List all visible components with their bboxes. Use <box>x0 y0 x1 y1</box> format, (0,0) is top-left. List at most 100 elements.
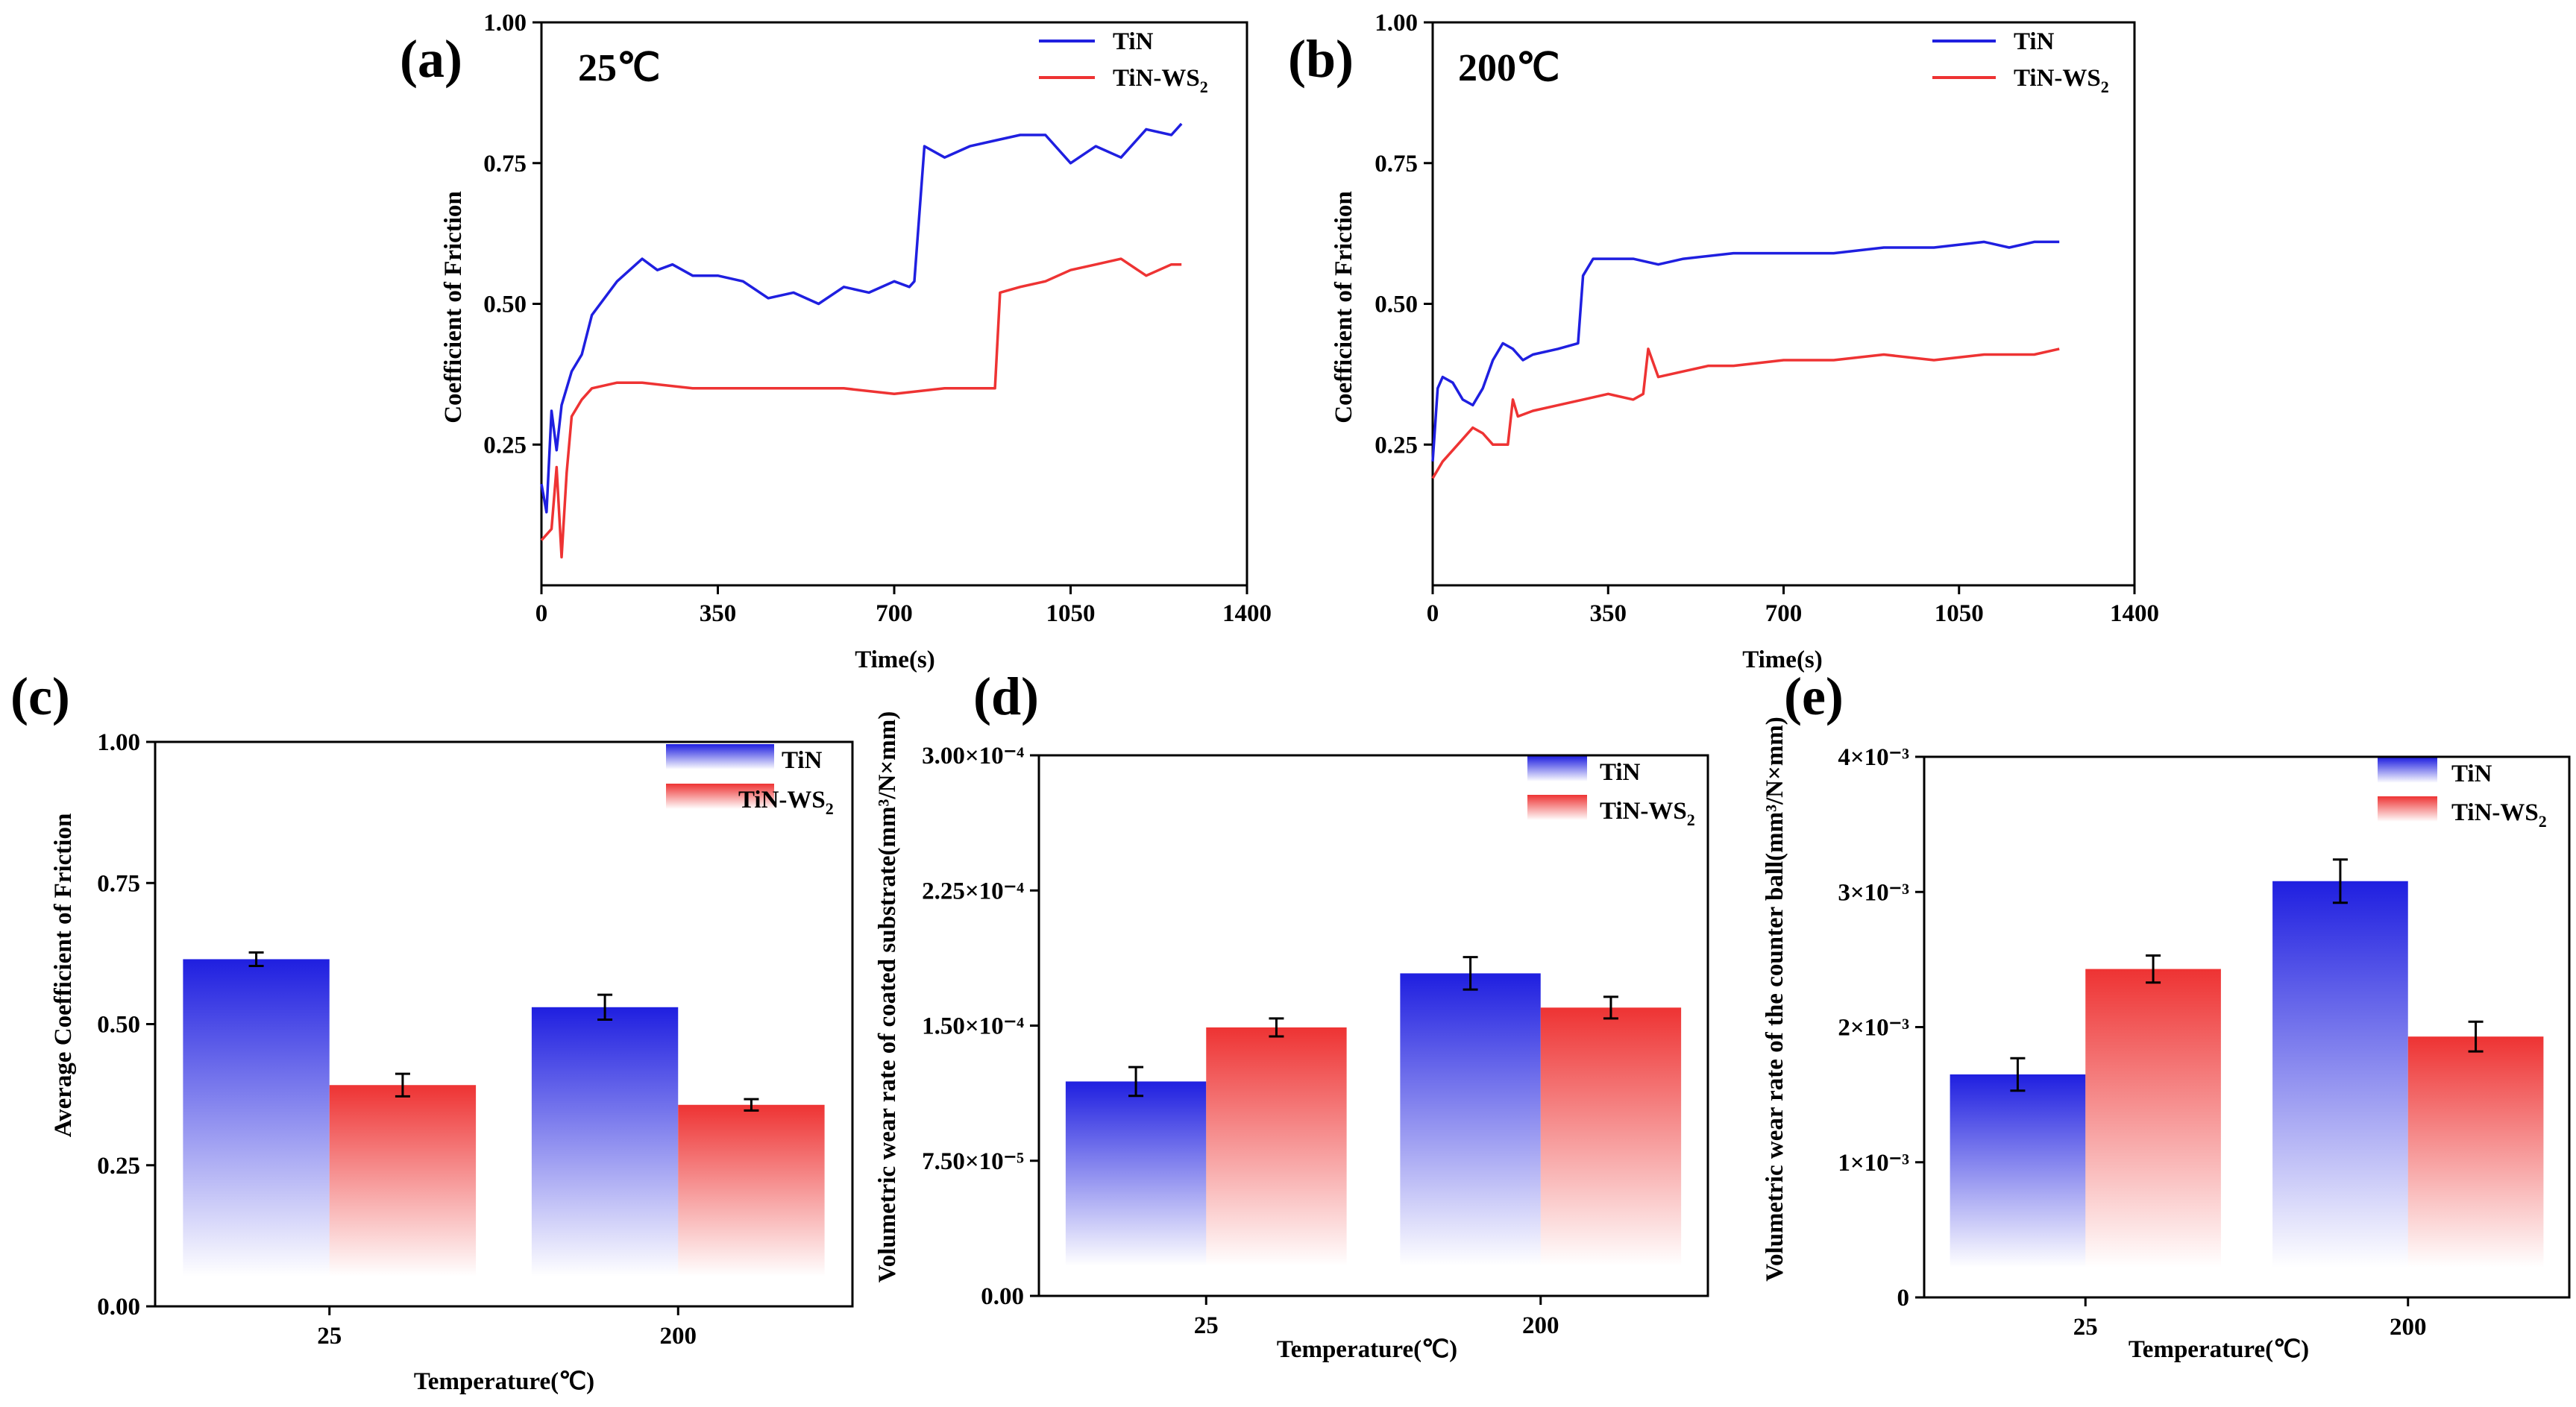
legend-swatch-tinws2 <box>666 784 774 809</box>
y-tick-label: 0 <box>1897 1285 1910 1312</box>
y-tick-label: 0.00 <box>97 1294 140 1321</box>
chart-c: (c) Temperature(℃) Average Coefficient o… <box>10 667 854 1395</box>
y-tick-label: 2×10⁻³ <box>1838 1015 1909 1042</box>
x-tick-label: 0 <box>535 600 548 627</box>
legend-label-tin: TiN <box>1600 759 1641 786</box>
y-tick-label: 3×10⁻³ <box>1838 879 1909 906</box>
legend-label-tinws2: TiN-WS2 <box>1600 798 1695 829</box>
x-axis-title-c: Temperature(℃) <box>414 1368 594 1395</box>
legend-swatch-tin <box>2378 758 2437 783</box>
y-tick-label: 0.75 <box>483 151 527 177</box>
bar-tinws2 <box>329 1085 477 1277</box>
y-axis-title-a: Coefficient of Friction <box>440 191 467 424</box>
temperature-annotation-a: 25℃ <box>578 47 660 89</box>
x-tick-label: 200 <box>2390 1314 2427 1341</box>
legend-label-tinws2: TiN-WS2 <box>738 787 834 818</box>
legend-c: TiN TiN-WS2 <box>666 744 834 818</box>
y-tick-label: 2.25×10⁻⁴ <box>922 878 1024 904</box>
y-tick-label: 0.50 <box>1375 292 1418 318</box>
x-tick-label: 1400 <box>1222 600 1272 627</box>
y-tick-label: 0.50 <box>483 292 527 318</box>
legend-swatch-tinws2 <box>1527 795 1587 820</box>
x-axis-title-d: Temperature(℃) <box>1277 1336 1457 1363</box>
bar-tinws2 <box>2407 1036 2544 1268</box>
bar-tin <box>1400 973 1541 1266</box>
y-tick-label: 0.25 <box>1375 432 1418 459</box>
bar-tinws2 <box>678 1104 825 1277</box>
plot-frame <box>1431 21 2136 587</box>
series-line-tin <box>1431 240 2060 462</box>
panel-label-b: (b) <box>1288 29 1354 89</box>
y-tick-label: 0.75 <box>97 870 140 897</box>
chart-d: (d) Temperature(℃) Volumetric wear rate … <box>874 667 1709 1363</box>
y-axis-title-c: Average Coefficient of Friction <box>50 813 77 1138</box>
legend-label-tinws2: TiN-WS2 <box>1113 65 1208 96</box>
y-axis-title-d: Volumetric wear rate of coated substrate… <box>874 711 901 1282</box>
panel-label-d: (d) <box>973 667 1039 726</box>
bar-tinws2 <box>1206 1027 1347 1266</box>
series-line-tin <box>540 122 1183 514</box>
legend-label-tin: TiN <box>1113 28 1154 55</box>
series-line-tinws2 <box>1431 347 2060 479</box>
series-line-tinws2 <box>540 257 1182 559</box>
x-tick-label: 25 <box>317 1323 342 1350</box>
panel-label-a: (a) <box>400 29 462 89</box>
x-tick-label: 1050 <box>1046 600 1096 627</box>
bar-tin <box>1950 1074 2086 1268</box>
plot-frame <box>540 21 1248 587</box>
panel-label-c: (c) <box>10 667 70 726</box>
x-tick-label: 700 <box>876 600 913 627</box>
chart-b: (b) 200℃ Time(s) Coefficient of Friction… <box>1288 10 2159 673</box>
x-tick-label: 350 <box>700 600 737 627</box>
y-tick-label: 4×10⁻³ <box>1838 744 1909 771</box>
legend-d: TiN TiN-WS2 <box>1527 756 1695 829</box>
x-tick-label: 1400 <box>2110 600 2159 627</box>
y-tick-label: 0.00 <box>981 1283 1024 1310</box>
x-tick-label: 200 <box>1522 1312 1559 1339</box>
y-tick-label: 0.50 <box>97 1012 140 1039</box>
x-axis-title-a: Time(s) <box>855 646 935 673</box>
bar-tinws2 <box>2085 969 2221 1268</box>
y-tick-label: 3.00×10⁻⁴ <box>922 743 1024 769</box>
bar-tinws2 <box>1540 1007 1682 1266</box>
y-tick-label: 0.25 <box>483 432 527 459</box>
legend-label-tin: TiN <box>2014 28 2055 55</box>
bar-tin <box>1065 1081 1207 1266</box>
x-tick-label: 1050 <box>1935 600 1984 627</box>
legend-swatch-tinws2 <box>2378 796 2437 822</box>
legend-label-tinws2: TiN-WS2 <box>2014 65 2109 96</box>
y-tick-label: 0.25 <box>97 1153 140 1180</box>
x-axis-title-b: Time(s) <box>1742 646 1823 673</box>
chart-a: (a) 25℃ Time(s) Coefficient of Friction … <box>400 10 1272 673</box>
y-tick-label: 1.00 <box>483 10 527 37</box>
y-axis-title-b: Coefficient of Friction <box>1331 191 1357 424</box>
y-axis-title-e: Volumetric wear rate of the counter ball… <box>1762 717 1788 1282</box>
x-tick-label: 350 <box>1590 600 1627 627</box>
legend-label-tin: TiN <box>2451 761 2492 787</box>
bar-tin <box>531 1007 679 1277</box>
legend-label-tin: TiN <box>782 747 823 774</box>
y-tick-label: 1×10⁻³ <box>1838 1150 1909 1177</box>
x-tick-label: 0 <box>1427 600 1439 627</box>
legend-swatch-tin <box>1527 756 1587 781</box>
x-axis-title-e: Temperature(℃) <box>2129 1336 2309 1363</box>
bar-tin <box>183 959 330 1277</box>
legend-b: TiN TiN-WS2 <box>1932 28 2109 96</box>
legend-label-tinws2: TiN-WS2 <box>2451 799 2547 831</box>
y-tick-label: 0.75 <box>1375 151 1418 177</box>
y-tick-label: 7.50×10⁻⁵ <box>922 1148 1024 1175</box>
chart-e: (e) Temperature(℃) Volumetric wear rate … <box>1762 667 2571 1363</box>
x-tick-label: 700 <box>1765 600 1803 627</box>
y-tick-label: 1.50×10⁻⁴ <box>922 1013 1024 1040</box>
x-tick-label: 25 <box>1194 1312 1219 1339</box>
bar-tin <box>2272 881 2408 1268</box>
legend-a: TiN TiN-WS2 <box>1039 28 1208 96</box>
y-tick-label: 1.00 <box>97 729 140 756</box>
panel-label-e: (e) <box>1784 667 1844 726</box>
x-tick-label: 25 <box>2073 1314 2098 1341</box>
x-tick-label: 200 <box>660 1323 697 1350</box>
legend-swatch-tin <box>666 744 774 769</box>
legend-e: TiN TiN-WS2 <box>2378 758 2547 831</box>
y-tick-label: 1.00 <box>1375 10 1418 37</box>
